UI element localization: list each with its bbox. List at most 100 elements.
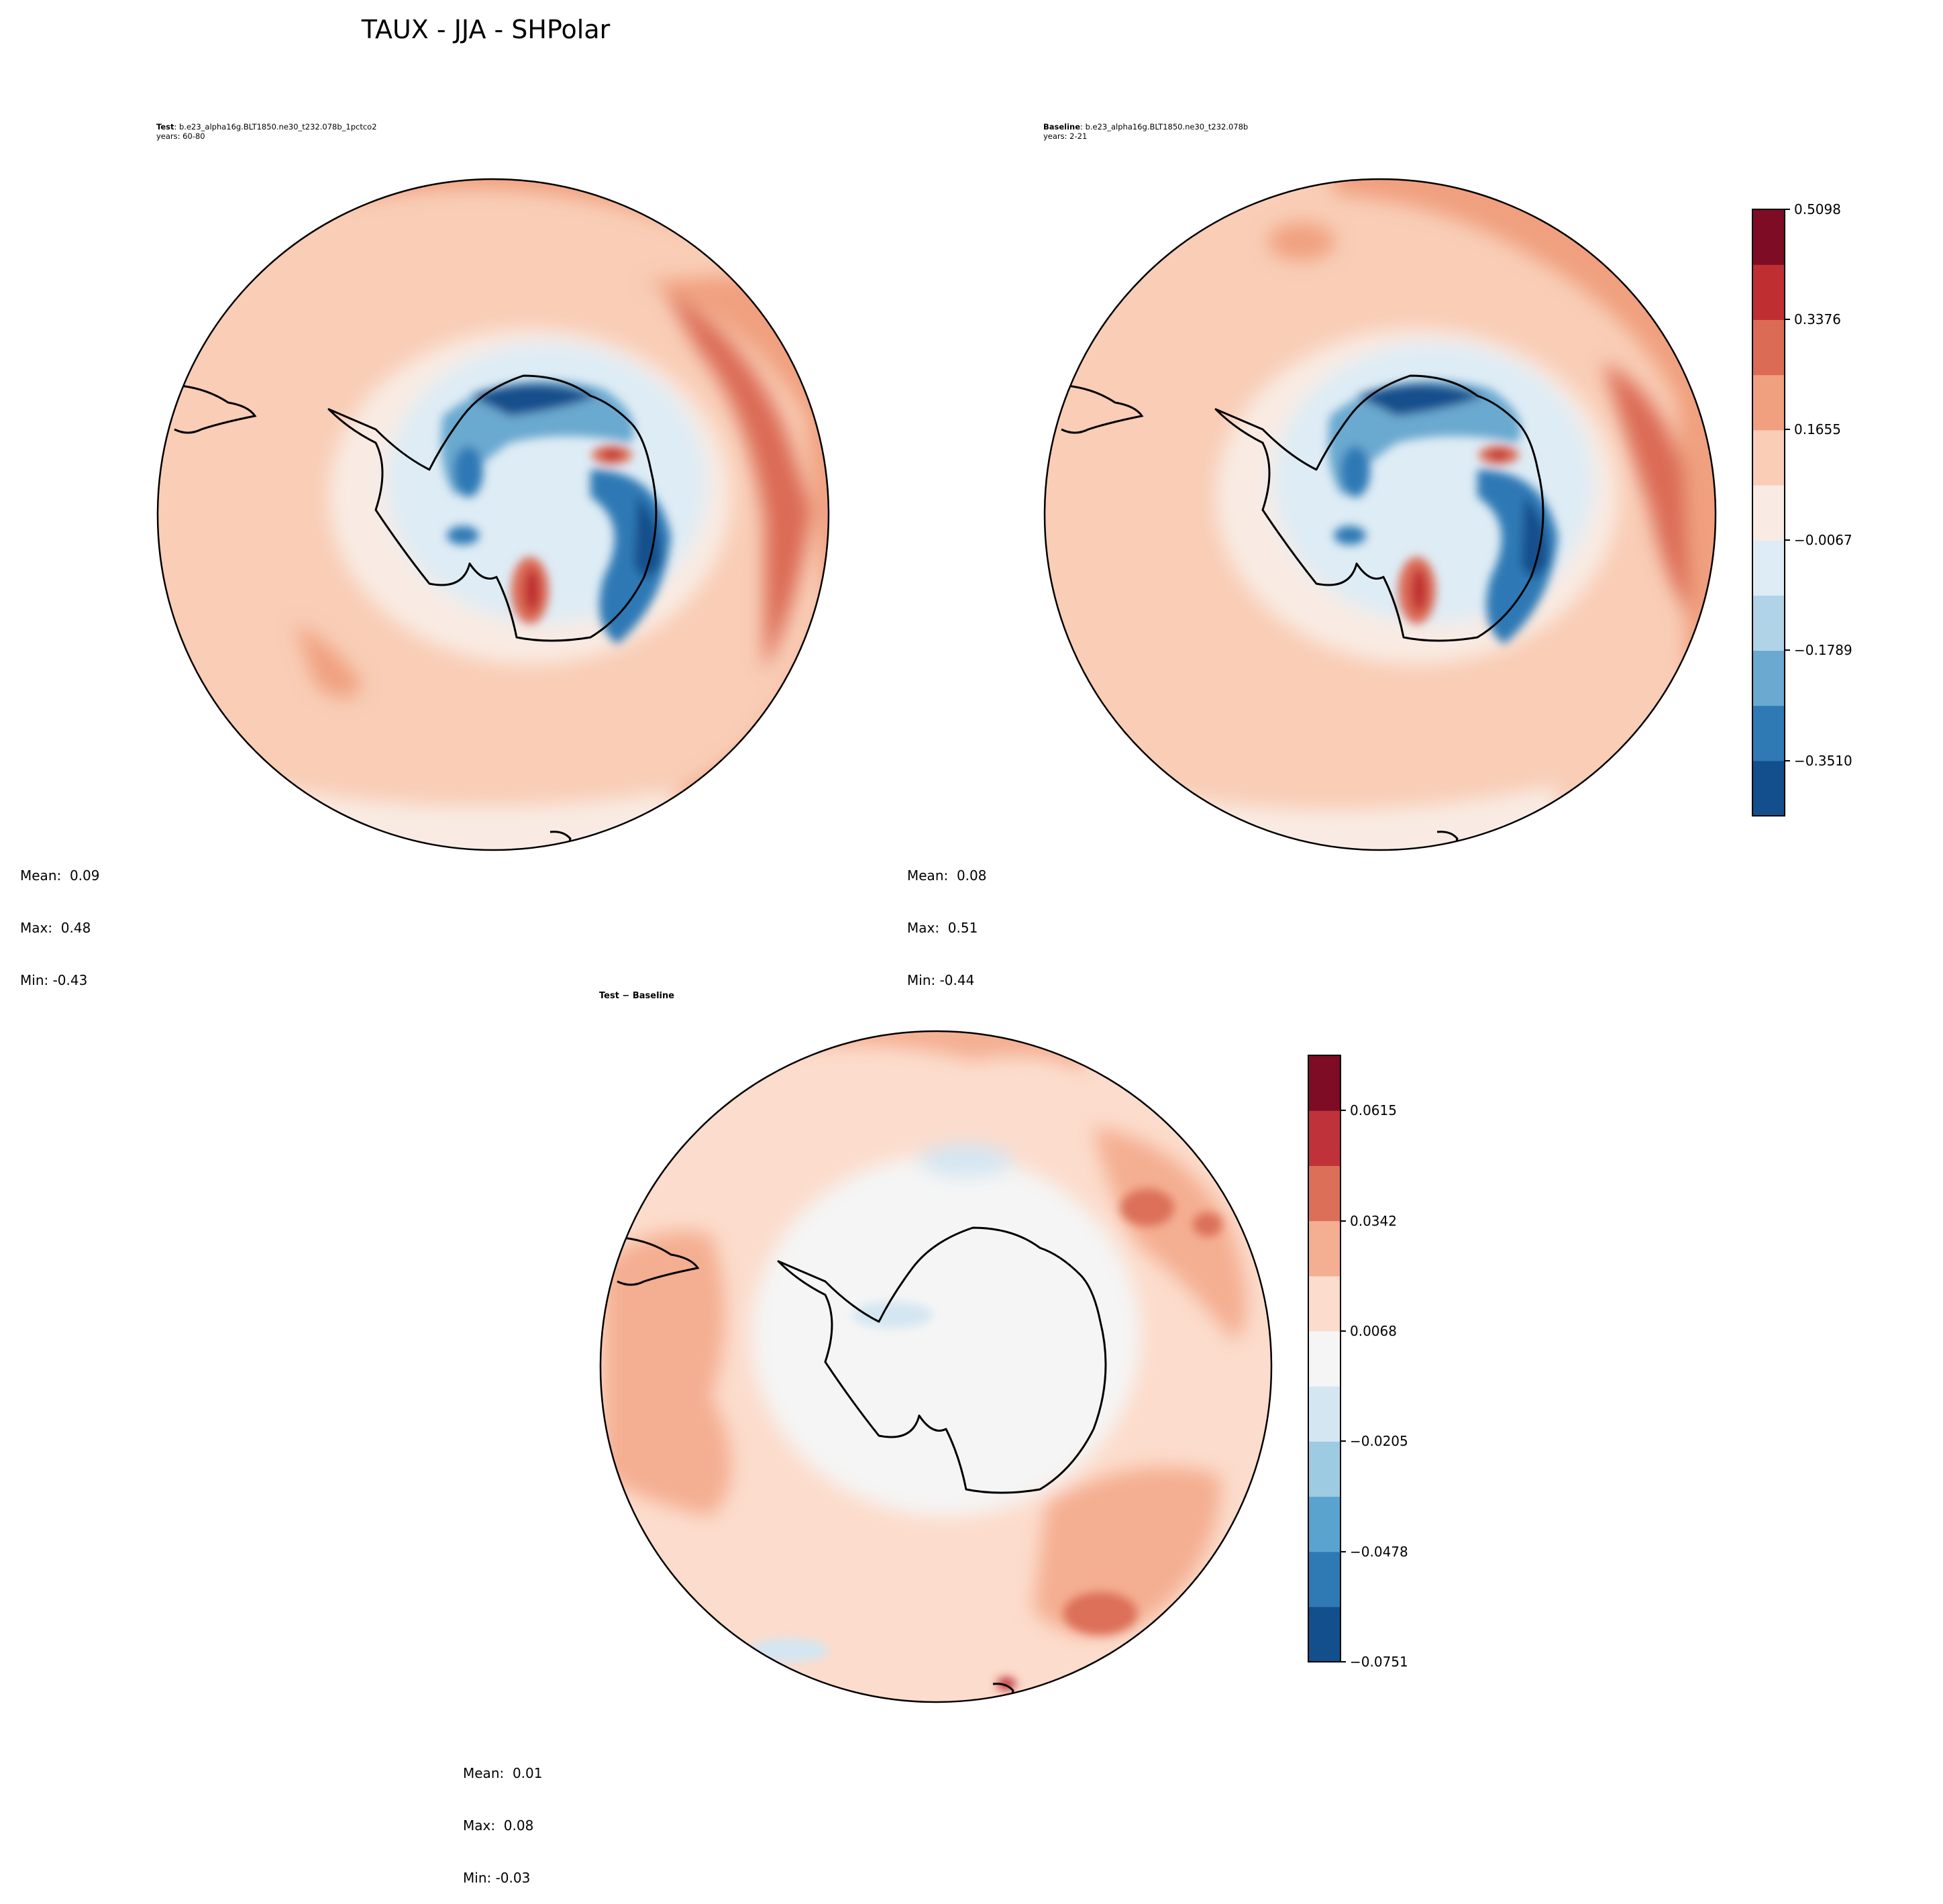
plot-canvas: 0.50980.33760.1655−0.0067−0.1789−0.3510 … (156, 178, 1852, 1703)
test-panel-label: Test: b.e23_alpha16g.BLT1850.ne30_t232.0… (156, 122, 377, 141)
diff-colorbar-segment (1308, 1551, 1341, 1607)
test-stats: Mean: 0.09 Max: 0.48 Min: -0.43 (20, 832, 99, 1006)
diff-region-sw-low (748, 1638, 829, 1662)
baseline-label-bold: Baseline (1043, 122, 1081, 131)
baseline-colorbar: 0.5098 0.3376 0.1655 −0.0067 −0.1789 −0.3510 (1752, 201, 1852, 816)
test-min: Min: -0.43 (20, 972, 88, 988)
baseline-colorbar-segment (1752, 374, 1785, 431)
diff-colorbar-segment (1308, 1055, 1341, 1111)
baseline-panel-label: Baseline: b.e23_alpha16g.BLT1850.ne30_t2… (1043, 122, 1248, 141)
baseline-map-boundary (1043, 178, 1717, 851)
diff-map (600, 1031, 1271, 1702)
baseline-colorbar-segment (1752, 484, 1785, 541)
baseline-colorbar-segment (1752, 429, 1785, 486)
test-region-coast-east-core (634, 496, 662, 577)
baseline-region-peninsula-core (1411, 569, 1427, 612)
diff-colorbar-segment (1308, 1496, 1341, 1552)
test-label-bold: Test (156, 122, 174, 131)
test-region-ice-shelf (454, 446, 483, 497)
baseline-colorbar-tick-label: 0.1655 (1794, 421, 1841, 437)
baseline-colorbar-segment (1752, 760, 1785, 816)
diff-colorbar-segment (1308, 1386, 1341, 1442)
diff-colorbar-tick-label: −0.0751 (1350, 1654, 1408, 1670)
test-region-ross (447, 526, 479, 545)
test-max: Max: 0.48 (20, 920, 91, 936)
baseline-south-america-coastline (1061, 384, 1144, 434)
baseline-stats: Mean: 0.08 Max: 0.51 Min: -0.44 (907, 832, 986, 1006)
diff-min: Min: -0.03 (463, 1870, 531, 1886)
diff-antarctica-coastline (777, 1226, 1107, 1494)
diff-region-east-high (1120, 1189, 1174, 1226)
baseline-max: Max: 0.51 (907, 920, 978, 936)
baseline-region-east-high (1604, 362, 1691, 617)
test-map (158, 179, 829, 850)
baseline-colorbar-segment (1752, 319, 1785, 376)
diff-colorbar-segment (1308, 1606, 1341, 1662)
test-region-coast-east (590, 470, 671, 644)
baseline-region-east-jet-core (1489, 450, 1508, 460)
test-region-east-high (664, 288, 812, 671)
test-region-coast-north (441, 380, 634, 496)
baseline-nz-coastline (1436, 831, 1459, 850)
test-mean: Mean: 0.09 (20, 867, 100, 884)
test-region-coast-north-core (470, 384, 597, 416)
baseline-region-ross (1334, 526, 1366, 545)
baseline-colorbar-tick-label: 0.5098 (1794, 201, 1841, 217)
diff-colorbar-frame (1308, 1055, 1341, 1662)
diff-region-se-high (1063, 1592, 1137, 1635)
test-region-sw-patch (295, 624, 362, 698)
diff-colorbar-segment (1308, 1220, 1341, 1277)
baseline-region-coast-north (1328, 380, 1521, 496)
baseline-colorbar-frame (1752, 209, 1785, 816)
baseline-region-ice-shelf (1341, 446, 1370, 497)
baseline-map (1045, 179, 1716, 850)
baseline-antarctica-coastline (1214, 374, 1544, 642)
diff-colorbar-tick-label: 0.0068 (1350, 1323, 1397, 1339)
test-label-case: : b.e23_alpha16g.BLT1850.ne30_t232.078b_… (174, 122, 377, 131)
diff-mean: Mean: 0.01 (463, 1765, 543, 1781)
baseline-colorbar-segment (1752, 209, 1785, 265)
test-antarctica-coastline (327, 374, 658, 642)
diff-south-america-coastline (617, 1236, 700, 1286)
diff-colorbar-tick-label: 0.0342 (1350, 1213, 1397, 1229)
diff-label-bold: Test − Baseline (599, 991, 675, 1001)
baseline-region-coast-north-core (1357, 384, 1484, 416)
test-years: years: 60-80 (156, 131, 205, 141)
test-region-east-jet-core (602, 450, 621, 460)
baseline-mean: Mean: 0.08 (907, 867, 987, 884)
test-south-america-coastline (174, 384, 257, 434)
diff-region-west-band (604, 1231, 731, 1516)
diff-map-boundary (599, 1030, 1273, 1703)
diff-colorbar-segment (1308, 1275, 1341, 1332)
baseline-region-coast-east-core (1521, 496, 1548, 577)
diff-max: Max: 0.08 (463, 1817, 534, 1834)
baseline-colorbar-segment (1752, 595, 1785, 651)
diff-region-continent (751, 1154, 1141, 1516)
baseline-colorbar-tick-label: −0.1789 (1794, 642, 1852, 658)
diff-region-north-low (919, 1144, 1013, 1177)
figure-title: TAUX - JJA - SHPolar (361, 15, 611, 44)
diff-colorbar-tick-label: −0.0478 (1350, 1544, 1408, 1560)
baseline-min: Min: -0.44 (907, 972, 975, 988)
diff-colorbar: 0.0615 0.0342 0.0068 −0.0205 −0.0478 −0.0751 (1308, 1055, 1408, 1670)
baseline-colorbar-segment (1752, 264, 1785, 320)
test-region-peninsula-core (524, 569, 540, 612)
baseline-label-case: : b.e23_alpha16g.BLT1850.ne30_t232.078b (1080, 122, 1249, 131)
diff-nz-coastline (992, 1683, 1014, 1702)
baseline-colorbar-tick-label: 0.3376 (1794, 311, 1841, 327)
baseline-colorbar-segment (1752, 540, 1785, 596)
baseline-colorbar-tick-label: −0.0067 (1794, 532, 1852, 548)
baseline-colorbar-tick-label: −0.3510 (1794, 753, 1852, 769)
diff-panel-label: Test − Baseline (599, 992, 674, 1001)
test-nz-coastline (549, 831, 572, 850)
baseline-colorbar-segment (1752, 650, 1785, 706)
diff-colorbar-tick-label: 0.0615 (1350, 1102, 1397, 1118)
baseline-region-north-patch (1268, 223, 1335, 260)
diff-colorbar-segment (1308, 1441, 1341, 1497)
diff-region-interior-low (852, 1302, 933, 1328)
test-map-boundary (156, 178, 830, 851)
baseline-region-coast-east (1477, 470, 1558, 644)
diff-region-east-high-2 (1193, 1212, 1222, 1236)
diff-region-se-band (1033, 1467, 1221, 1634)
diff-colorbar-segment (1308, 1165, 1341, 1222)
